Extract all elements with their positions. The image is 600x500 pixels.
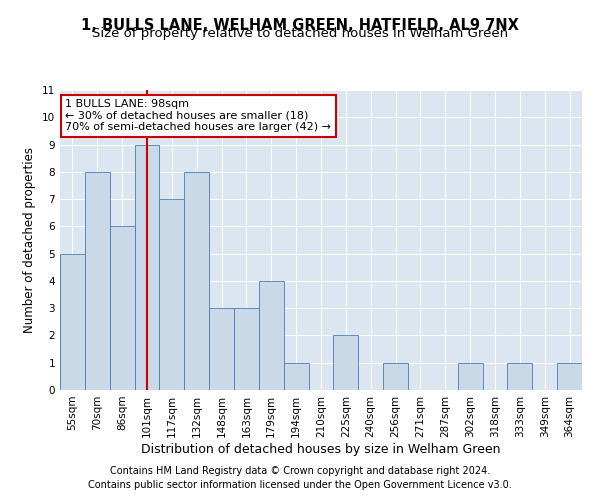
Text: 1, BULLS LANE, WELHAM GREEN, HATFIELD, AL9 7NX: 1, BULLS LANE, WELHAM GREEN, HATFIELD, A… bbox=[81, 18, 519, 32]
Bar bbox=[234, 308, 259, 390]
Bar bbox=[334, 336, 358, 390]
Text: Contains public sector information licensed under the Open Government Licence v3: Contains public sector information licen… bbox=[88, 480, 512, 490]
Bar bbox=[259, 281, 284, 390]
Bar bbox=[134, 144, 160, 390]
Bar bbox=[110, 226, 134, 390]
Y-axis label: Number of detached properties: Number of detached properties bbox=[23, 147, 37, 333]
Text: Contains HM Land Registry data © Crown copyright and database right 2024.: Contains HM Land Registry data © Crown c… bbox=[110, 466, 490, 476]
Bar bbox=[557, 362, 582, 390]
X-axis label: Distribution of detached houses by size in Welham Green: Distribution of detached houses by size … bbox=[141, 442, 501, 456]
Bar bbox=[508, 362, 532, 390]
Bar bbox=[184, 172, 209, 390]
Bar bbox=[160, 199, 184, 390]
Bar bbox=[383, 362, 408, 390]
Text: 1 BULLS LANE: 98sqm
← 30% of detached houses are smaller (18)
70% of semi-detach: 1 BULLS LANE: 98sqm ← 30% of detached ho… bbox=[65, 99, 331, 132]
Bar bbox=[85, 172, 110, 390]
Text: Size of property relative to detached houses in Welham Green: Size of property relative to detached ho… bbox=[92, 28, 508, 40]
Bar bbox=[209, 308, 234, 390]
Bar bbox=[60, 254, 85, 390]
Bar bbox=[458, 362, 482, 390]
Bar bbox=[284, 362, 308, 390]
